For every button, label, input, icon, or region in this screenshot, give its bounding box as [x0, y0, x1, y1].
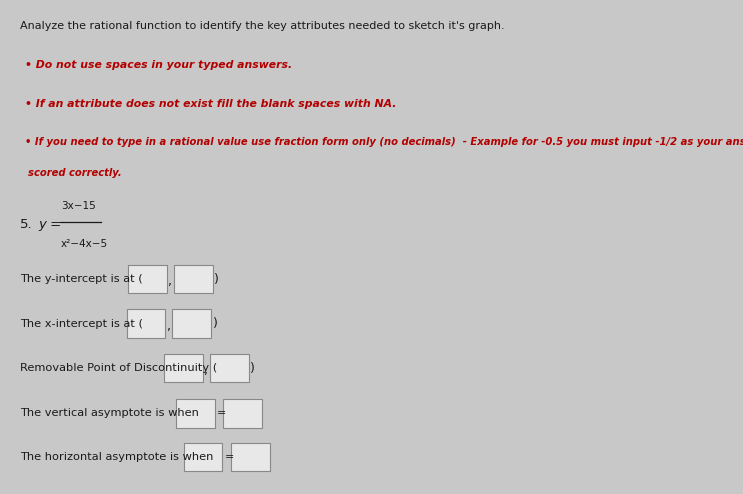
FancyBboxPatch shape [129, 265, 167, 293]
Text: • Do not use spaces in your typed answers.: • Do not use spaces in your typed answer… [25, 60, 292, 70]
FancyBboxPatch shape [176, 399, 215, 428]
FancyBboxPatch shape [164, 354, 204, 382]
FancyBboxPatch shape [231, 443, 270, 471]
Text: =: = [225, 452, 234, 462]
Text: Removable Point of Discontinuity (: Removable Point of Discontinuity ( [19, 363, 217, 373]
FancyBboxPatch shape [224, 399, 262, 428]
Text: ,: , [166, 320, 171, 332]
FancyBboxPatch shape [184, 443, 222, 471]
Text: ): ) [250, 362, 255, 374]
Text: ,: , [204, 364, 208, 377]
Text: The y-intercept is at (: The y-intercept is at ( [19, 274, 143, 284]
Text: The x-intercept is at (: The x-intercept is at ( [19, 319, 143, 329]
Text: 5.: 5. [19, 218, 32, 231]
Text: ): ) [212, 317, 218, 330]
Text: scored correctly.: scored correctly. [28, 168, 122, 178]
Text: The horizontal asymptote is when: The horizontal asymptote is when [19, 452, 213, 462]
Text: The vertical asymptote is when: The vertical asymptote is when [19, 409, 198, 418]
Text: ): ) [214, 273, 219, 286]
Text: Analyze the rational function to identify the key attributes needed to sketch it: Analyze the rational function to identif… [19, 21, 504, 31]
Text: • If you need to type in a rational value use fraction form only (no decimals)  : • If you need to type in a rational valu… [25, 137, 743, 147]
Text: • If an attribute does not exist fill the blank spaces with NA.: • If an attribute does not exist fill th… [25, 99, 396, 109]
Text: y =: y = [39, 218, 62, 231]
Text: ,: , [168, 275, 172, 288]
FancyBboxPatch shape [127, 309, 166, 338]
Text: 3x−15: 3x−15 [61, 201, 96, 211]
FancyBboxPatch shape [210, 354, 249, 382]
FancyBboxPatch shape [174, 265, 212, 293]
FancyBboxPatch shape [172, 309, 211, 338]
Text: x²−4x−5: x²−4x−5 [61, 239, 108, 248]
Text: =: = [217, 409, 227, 418]
